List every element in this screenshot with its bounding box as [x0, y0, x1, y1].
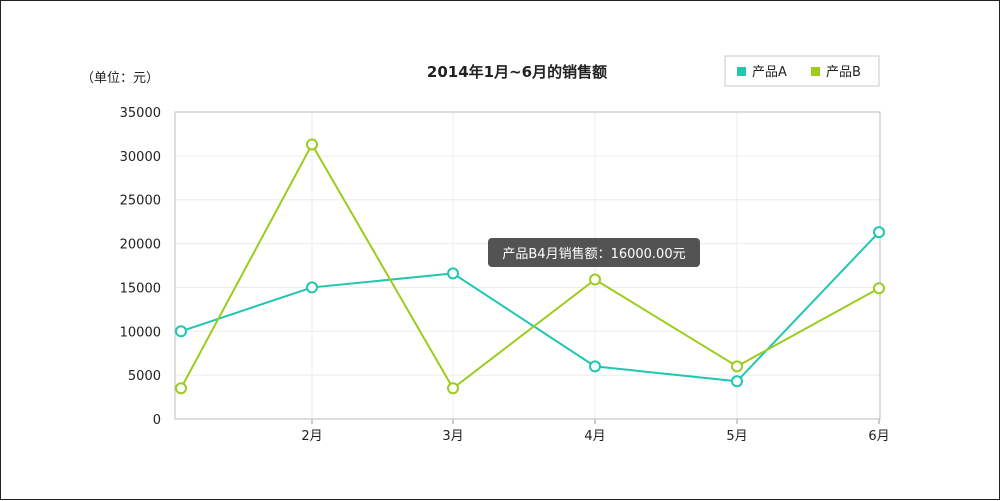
x-tick-label: 3月	[442, 429, 463, 444]
unit-label: （单位：元）	[81, 71, 159, 86]
y-tick-label: 20000	[120, 238, 161, 253]
legend-box	[724, 55, 880, 87]
tooltip-text: 产品B4月销售额：16000.00元	[502, 246, 685, 262]
y-tick-label: 10000	[120, 325, 161, 340]
y-tick-label: 0	[153, 413, 161, 428]
data-point	[731, 375, 743, 388]
data-point	[447, 267, 459, 280]
plot-border	[174, 111, 881, 420]
legend: 产品A 产品B	[724, 55, 880, 87]
x-tick-label: 6月	[868, 429, 889, 444]
data-point	[447, 382, 459, 395]
y-tick-label: 5000	[128, 369, 161, 384]
data-point	[175, 325, 187, 338]
data-point	[175, 382, 187, 395]
y-tick-label: 25000	[120, 194, 161, 209]
chart-title: 2014年1月~6月的销售额	[427, 63, 607, 81]
tooltip: 产品B4月销售额：16000.00元	[488, 238, 700, 267]
y-tick-label: 30000	[120, 150, 161, 165]
legend-swatch	[811, 67, 820, 76]
series-line-1	[180, 231, 880, 383]
plot-area: 0 5000 10000 15000 20000 25000 30000 35000 2月 3月 4…	[120, 106, 890, 444]
y-tick-label: 15000	[120, 281, 161, 296]
data-point	[306, 281, 318, 294]
data-point	[731, 360, 743, 373]
x-tick-label: 5月	[726, 429, 747, 444]
data-point	[306, 138, 318, 151]
legend-label: 产品B	[826, 65, 861, 80]
tooltip-box	[488, 238, 700, 267]
series-line-2	[180, 142, 880, 390]
data-point	[589, 273, 601, 286]
data-point	[589, 360, 601, 373]
legend-swatch	[737, 67, 746, 76]
x-tick-label: 2月	[301, 429, 322, 444]
legend-label: 产品A	[752, 65, 787, 80]
data-point	[873, 282, 885, 295]
x-tick-label: 4月	[584, 429, 605, 444]
y-tick-label: 35000	[120, 106, 161, 121]
data-point	[873, 226, 885, 239]
